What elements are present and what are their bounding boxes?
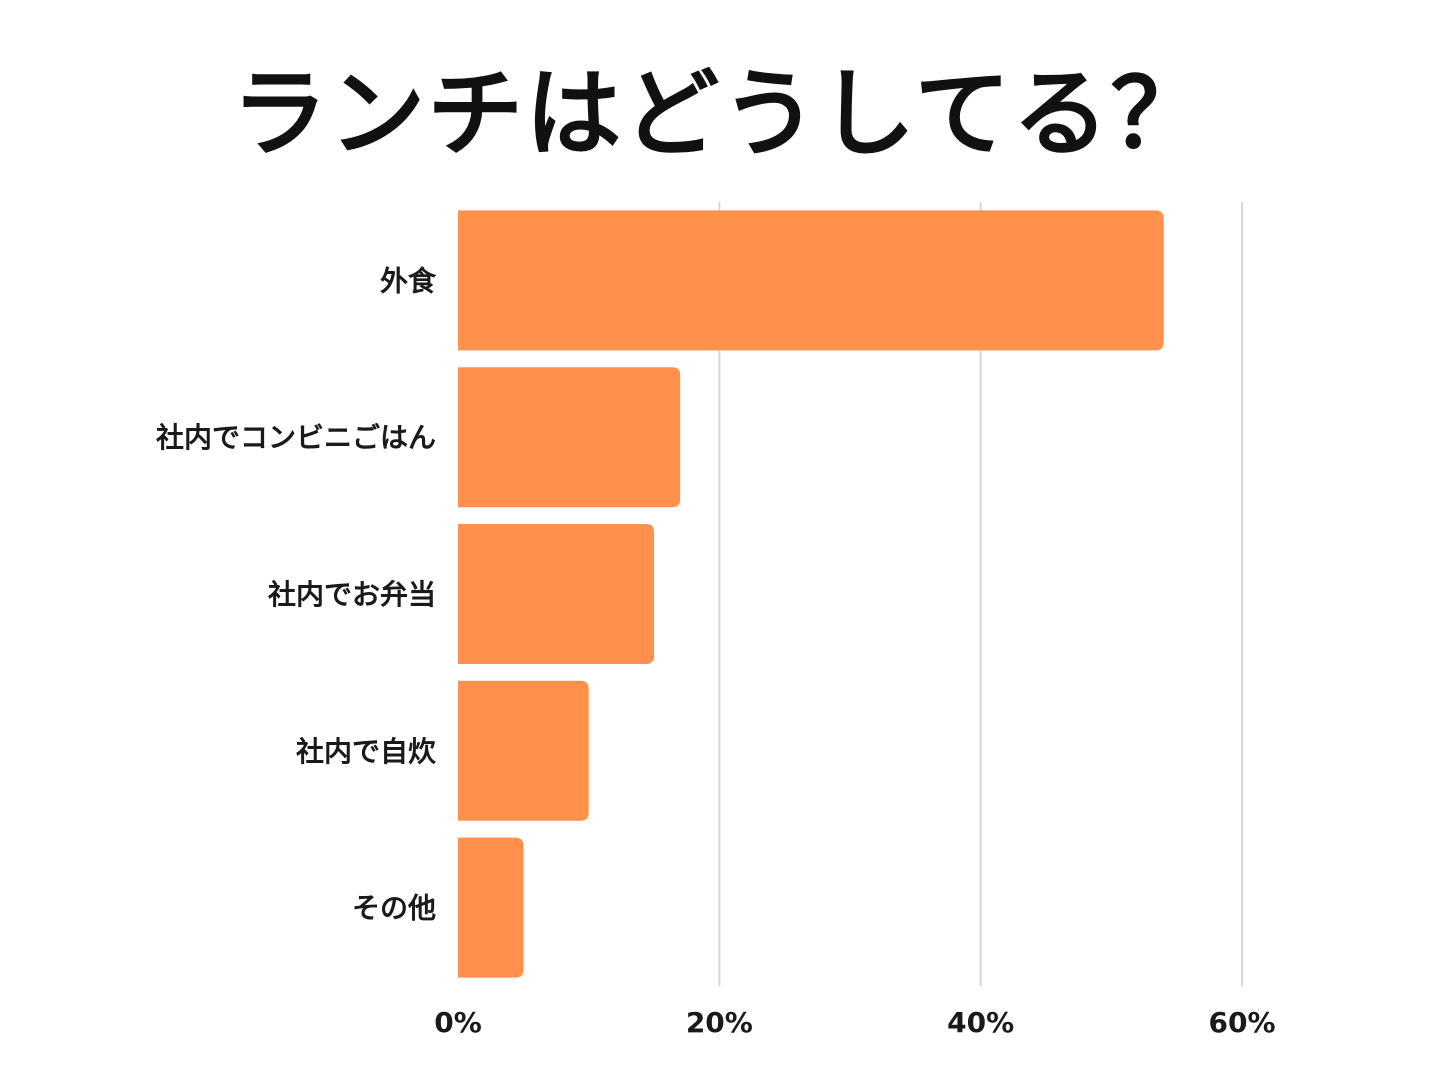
- bar-item-3: [458, 680, 589, 821]
- category-label-item-3: 社内で自炊: [296, 735, 437, 768]
- bar-item-4: [458, 837, 524, 978]
- category-label-item-0: 外食: [380, 264, 437, 297]
- bars: [458, 210, 1164, 978]
- x-tick-label-40: 40%: [947, 1006, 1014, 1039]
- x-tick-label-0: 0%: [434, 1006, 482, 1039]
- category-label-item-2: 社内でお弁当: [268, 578, 436, 611]
- bar-item-2: [458, 524, 654, 664]
- bar-item-1: [458, 367, 681, 508]
- x-axis-ticks: 0% 20% 40% 60%: [434, 1006, 1275, 1039]
- category-label-item-1: 社内でコンビニごはん: [156, 421, 436, 454]
- x-tick-label-60: 60%: [1208, 1006, 1275, 1039]
- bar-item-0: [458, 210, 1164, 351]
- category-label-item-4: その他: [352, 892, 436, 925]
- chart-title: ランチはどうしてる？: [231, 58, 1209, 170]
- x-tick-label-20: 20%: [686, 1006, 753, 1039]
